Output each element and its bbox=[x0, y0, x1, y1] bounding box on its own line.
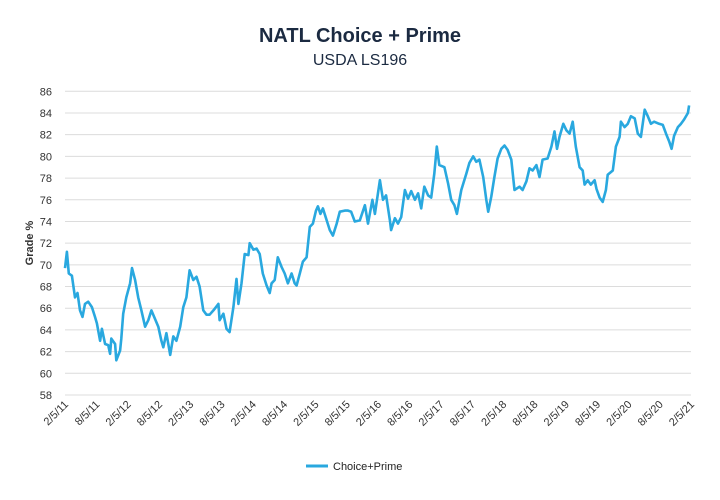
y-tick-label: 80 bbox=[40, 151, 52, 163]
x-tick-label: 2/5/16 bbox=[354, 399, 384, 429]
y-tick-label: 70 bbox=[40, 260, 52, 272]
x-tick-label: 8/5/17 bbox=[448, 399, 478, 429]
chart-subtitle: USDA LS196 bbox=[313, 52, 407, 69]
series-group bbox=[63, 105, 691, 362]
y-tick-label: 66 bbox=[40, 303, 52, 315]
x-axis-ticks: 2/5/11 8/5/11 2/5/12 8/5/12 2/5/13 8/5/13 2/5/… bbox=[42, 399, 698, 429]
x-tick-label: 8/5/15 bbox=[323, 399, 353, 429]
x-tick-label: 2/5/20 bbox=[604, 399, 634, 429]
x-tick-label: 8/5/12 bbox=[135, 399, 165, 429]
y-axis-label: Grade % bbox=[24, 220, 36, 265]
x-tick-label: 2/5/17 bbox=[417, 399, 447, 429]
x-tick-label: 8/5/14 bbox=[260, 399, 290, 429]
legend-label-choice-prime: Choice+Prime bbox=[333, 461, 402, 473]
y-tick-label: 76 bbox=[40, 195, 52, 207]
y-tick-label: 86 bbox=[40, 86, 52, 98]
chart-title: NATL Choice + Prime bbox=[259, 25, 461, 47]
x-tick-label: 2/5/18 bbox=[479, 399, 509, 429]
y-tick-label: 60 bbox=[40, 368, 52, 380]
y-tick-label: 84 bbox=[40, 108, 52, 120]
y-axis-ticks: 58 60 62 64 66 68 70 72 74 76 78 80 82 84 86 bbox=[40, 86, 52, 402]
x-tick-label: 2/5/12 bbox=[104, 399, 134, 429]
x-tick-label: 2/5/13 bbox=[166, 399, 196, 429]
x-tick-label: 8/5/19 bbox=[573, 399, 603, 429]
series-line-choice-prime bbox=[63, 105, 691, 362]
y-tick-label: 68 bbox=[40, 282, 52, 294]
y-tick-label: 74 bbox=[40, 216, 52, 228]
x-tick-label: 2/5/14 bbox=[229, 399, 259, 429]
y-tick-label: 72 bbox=[40, 238, 52, 250]
y-tick-label: 78 bbox=[40, 173, 52, 185]
y-tick-label: 82 bbox=[40, 130, 52, 142]
x-tick-label: 8/5/16 bbox=[385, 399, 415, 429]
legend: Choice+Prime bbox=[306, 461, 402, 473]
x-tick-label: 2/5/21 bbox=[667, 399, 697, 429]
y-tick-label: 62 bbox=[40, 347, 52, 359]
y-tick-label: 58 bbox=[40, 390, 52, 402]
x-tick-label: 8/5/11 bbox=[73, 399, 103, 429]
y-tick-label: 64 bbox=[40, 325, 52, 337]
x-tick-label: 8/5/13 bbox=[198, 399, 228, 429]
x-tick-label: 2/5/11 bbox=[42, 399, 72, 429]
x-tick-label: 8/5/18 bbox=[511, 399, 541, 429]
x-tick-label: 8/5/20 bbox=[636, 399, 666, 429]
x-tick-label: 2/5/15 bbox=[291, 399, 321, 429]
x-tick-label: 2/5/19 bbox=[542, 399, 572, 429]
gridlines bbox=[65, 90, 691, 396]
